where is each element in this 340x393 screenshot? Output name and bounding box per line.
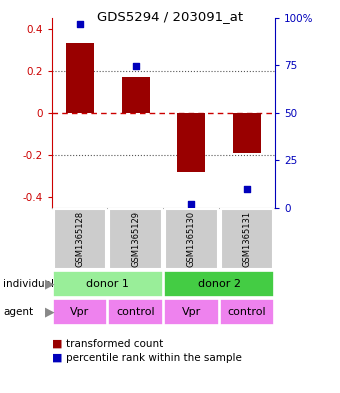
Bar [109,209,162,269]
Point [77,20,83,27]
Text: individual: individual [3,279,54,289]
Point [133,62,138,69]
Text: GSM1365129: GSM1365129 [131,211,140,267]
Bar [53,299,107,325]
Point [189,201,194,208]
Bar [233,113,261,153]
Bar [220,299,274,325]
Text: donor 2: donor 2 [198,279,241,289]
Text: donor 1: donor 1 [86,279,129,289]
Bar [122,77,150,113]
Text: GSM1365131: GSM1365131 [243,211,252,267]
Bar [108,299,163,325]
Bar [221,209,273,269]
Text: ■: ■ [52,353,63,363]
Text: percentile rank within the sample: percentile rank within the sample [66,353,242,363]
Point [244,186,250,192]
Text: control: control [116,307,155,317]
Text: GDS5294 / 203091_at: GDS5294 / 203091_at [97,10,243,23]
Text: GSM1365128: GSM1365128 [75,211,84,267]
Text: ▶: ▶ [45,277,54,290]
Text: agent: agent [3,307,34,317]
Bar [66,43,94,113]
Bar [54,209,106,269]
Text: GSM1365130: GSM1365130 [187,211,196,267]
Bar [164,299,219,325]
Text: ▶: ▶ [45,305,54,318]
Bar [165,209,218,269]
Text: Vpr: Vpr [70,307,89,317]
Bar [177,113,205,172]
Bar [164,272,274,297]
Text: transformed count: transformed count [66,339,163,349]
Bar [53,272,163,297]
Text: Vpr: Vpr [182,307,201,317]
Text: ■: ■ [52,339,63,349]
Text: control: control [228,307,267,317]
